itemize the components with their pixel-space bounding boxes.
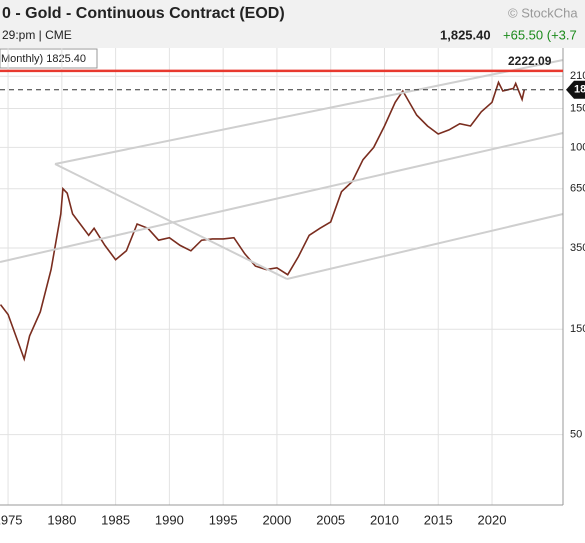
x-tick-label: 2020 xyxy=(478,512,507,527)
y-tick-label: 350 xyxy=(570,242,585,254)
trend-line xyxy=(0,132,564,263)
chart-title: 0 - Gold - Continuous Contract (EOD) xyxy=(2,5,285,22)
plot xyxy=(0,48,563,505)
legend-box xyxy=(0,48,98,69)
price-line xyxy=(0,80,526,362)
x-tick-label: 1990 xyxy=(155,512,184,527)
header xyxy=(0,0,585,48)
y-tick-label: 50 xyxy=(570,429,582,441)
trend-lines xyxy=(0,59,564,280)
y-tick-label: 1500 xyxy=(570,102,585,114)
x-tick-label: 1980 xyxy=(47,512,76,527)
resistance-label: 2222.09 xyxy=(508,54,552,68)
subtitle: 29:pm | CME xyxy=(2,28,72,42)
y-tick-label: 2100 xyxy=(570,70,585,82)
x-tick-label: 1995 xyxy=(209,512,238,527)
last-price: 1,825.40 xyxy=(440,27,491,42)
x-tick-label: 2010 xyxy=(370,512,399,527)
source: © StockCha xyxy=(508,5,578,20)
x-tick-label: 2000 xyxy=(262,512,291,527)
last-close-marker xyxy=(566,80,585,99)
x-tick-label: 1975 xyxy=(0,512,23,527)
x-tick-label: 2005 xyxy=(316,512,345,527)
trend-line xyxy=(54,163,288,280)
x-tick-label: 2015 xyxy=(424,512,453,527)
x-tick-label: 1985 xyxy=(101,512,130,527)
last-close-label: 1825.40 xyxy=(574,84,585,96)
y-tick-label: 1000 xyxy=(570,141,585,153)
legend: Monthly) 1825.40 xyxy=(1,53,86,65)
trend-line xyxy=(286,213,564,280)
trend-line xyxy=(54,59,564,165)
y-tick-label: 650 xyxy=(570,183,585,195)
change: +65.50 (+3.7 xyxy=(503,27,577,42)
y-tick-label: 150 xyxy=(570,323,585,335)
